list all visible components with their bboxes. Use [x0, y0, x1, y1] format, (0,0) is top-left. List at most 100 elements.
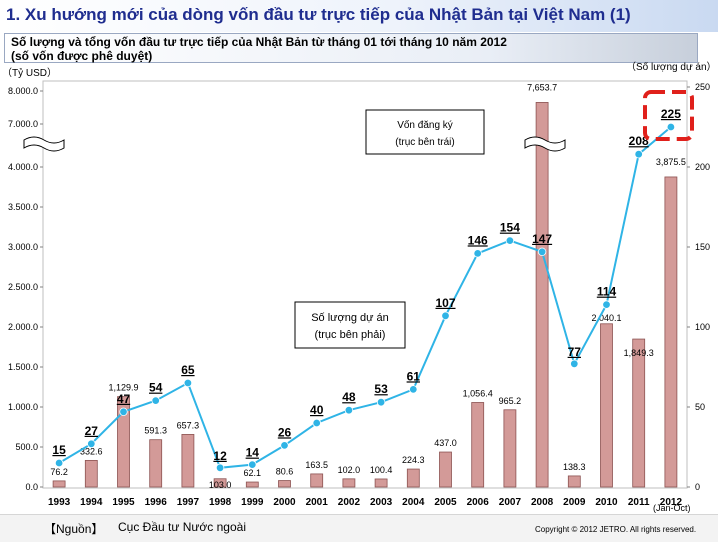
project-count-line — [58, 126, 672, 469]
line-point-2006 — [473, 249, 482, 258]
line-point-2004 — [409, 385, 418, 394]
bar-2003 — [374, 478, 388, 488]
bar-labels: 76.2 332.6 1,129.9 591.3 657.3 103.0 62.1 80.6 1… — [50, 82, 686, 489]
line-label-2007: 154 — [500, 221, 520, 235]
line-label-2012: 225 — [661, 107, 681, 121]
line-label-2009: 77 — [568, 345, 582, 359]
x-label-1993: 1993 — [48, 497, 71, 508]
left-axis: 0.0 500.0 1.000.0 1.500.0 2.000.0 2.500.0 3.00… — [8, 86, 43, 492]
source-value: Cục Đầu tư Nước ngoài — [118, 520, 246, 534]
line-label-2003: 53 — [374, 382, 388, 396]
line-point-2009 — [570, 359, 579, 368]
line-point-2011 — [634, 149, 643, 159]
copyright: Copyright © 2012 JETRO. All rights reser… — [535, 525, 697, 534]
line-point-1996 — [151, 396, 160, 405]
bar-label-2010: 2,040.1 — [591, 313, 621, 323]
annotation-1-line-2: (trục bên trái) — [395, 137, 454, 148]
x-label-2005: 2005 — [434, 497, 457, 508]
x-label-2006: 2006 — [467, 497, 490, 508]
line-point-1993 — [54, 458, 64, 468]
left-tick-label: 1.000.0 — [8, 402, 38, 412]
bar-label-2004: 224.3 — [402, 455, 425, 465]
left-tick-label: 1.500.0 — [8, 362, 38, 372]
line-label-2005: 107 — [435, 296, 455, 310]
bar-2004 — [406, 468, 420, 488]
subtitle-box: Số lượng và tổng vốn đầu tư trực tiếp củ… — [4, 33, 698, 63]
bar-label-2012: 3,875.5 — [656, 157, 686, 167]
left-tick-label: 2.000.0 — [8, 322, 38, 332]
right-tick-label: 150 — [695, 242, 710, 252]
bar-2010 — [600, 323, 613, 488]
line-point-2012 — [666, 122, 676, 132]
x-label-2008: 2008 — [531, 497, 554, 508]
x-label-2011: 2011 — [628, 497, 650, 508]
bar-1997 — [181, 434, 195, 488]
bar-label-1994: 332.6 — [80, 446, 103, 456]
bar-label-1993: 76.2 — [50, 467, 68, 477]
right-tick-label: 250 — [695, 82, 710, 92]
subtitle-line-1: Số lượng và tổng vốn đầu tư trực tiếp củ… — [11, 35, 507, 49]
line-label-2001: 40 — [310, 403, 324, 417]
left-tick-label: 0.0 — [25, 482, 38, 492]
line-point-2005 — [441, 311, 450, 320]
x-axis-labels: 1993 1994 1995 1996 1997 1998 1999 2000 2001 2002… — [48, 497, 682, 508]
bar-label-2005: 437.0 — [434, 438, 457, 448]
right-tick-label: 200 — [695, 162, 710, 172]
highlight-2012-box — [643, 90, 694, 141]
bar-label-2003: 100.4 — [370, 465, 393, 475]
line-point-1994 — [87, 439, 96, 448]
left-tick-label: 7.000.0 — [8, 119, 38, 129]
line-label-2000: 26 — [278, 425, 292, 439]
left-axis-break-marker — [23, 136, 65, 152]
bar-2009 — [567, 475, 581, 488]
x-label-2010: 2010 — [595, 497, 618, 508]
line-point-1998 — [215, 463, 225, 472]
bar-1995 — [117, 396, 130, 488]
bar-label-1995: 1,129.9 — [108, 383, 138, 393]
title-bar: 1. Xu hướng mới của dòng vốn đầu tư trực… — [0, 0, 718, 32]
bar-2000 — [278, 480, 291, 488]
right-tick-label: 50 — [695, 402, 705, 412]
line-label-2011: 208 — [629, 134, 649, 148]
bar-label-1998: 103.0 — [209, 480, 232, 490]
bar-break-marker — [524, 136, 566, 152]
bar-1998 — [213, 478, 227, 488]
x-label-2001: 2001 — [306, 497, 329, 508]
subtitle-line-2: (số vốn được phê duyệt) — [11, 49, 153, 63]
bar-label-1997: 657.3 — [177, 420, 200, 430]
line-point-2010 — [602, 300, 611, 309]
bar-2002 — [342, 478, 356, 488]
line-point-2000 — [280, 441, 289, 450]
line-label-1997: 65 — [181, 363, 195, 377]
footer: 【Nguồn】 Cục Đầu tư Nước ngoài Copyright … — [0, 514, 718, 542]
left-tick-label: 500.0 — [15, 442, 38, 452]
bar-label-1996: 591.3 — [144, 426, 167, 436]
line-label-2008: 147 — [532, 232, 552, 246]
bar-2011 — [632, 338, 646, 488]
bar-label-1999: 62.1 — [244, 468, 262, 478]
bar-1996 — [149, 439, 163, 488]
line-label-2010: 114 — [597, 285, 617, 299]
x-label-2000: 2000 — [273, 497, 296, 508]
line-series — [54, 122, 676, 472]
source-label: 【Nguồn】 — [44, 522, 104, 536]
left-tick-label: 3.500.0 — [8, 202, 38, 212]
bar-label-2008: 7,653.7 — [527, 82, 557, 92]
line-label-1995: 47 — [117, 392, 131, 406]
line-label-1994: 27 — [85, 424, 99, 438]
left-tick-label: 8.000.0 — [8, 86, 38, 96]
line-label-2006: 146 — [468, 233, 488, 247]
annotation-1-line-1: Vốn đăng ký — [397, 119, 453, 131]
left-tick-label: 4.000.0 — [8, 162, 38, 172]
bar-2012 — [664, 176, 678, 488]
bar-label-2007: 965.2 — [499, 396, 522, 406]
line-labels: 15 27 47 54 65 12 14 26 40 48 53 61 107 146 154 147 77 11… — [52, 107, 681, 463]
bar-label-2002: 102.0 — [338, 465, 361, 475]
x-label-1995: 1995 — [112, 497, 135, 508]
bar-series — [52, 102, 678, 488]
left-axis-unit: （Tỷ USD） — [2, 67, 57, 79]
bar-label-2006: 1,056.4 — [463, 388, 493, 398]
x-label-2002: 2002 — [338, 497, 361, 508]
line-point-1995 — [119, 407, 128, 416]
bar-2005 — [439, 451, 452, 488]
